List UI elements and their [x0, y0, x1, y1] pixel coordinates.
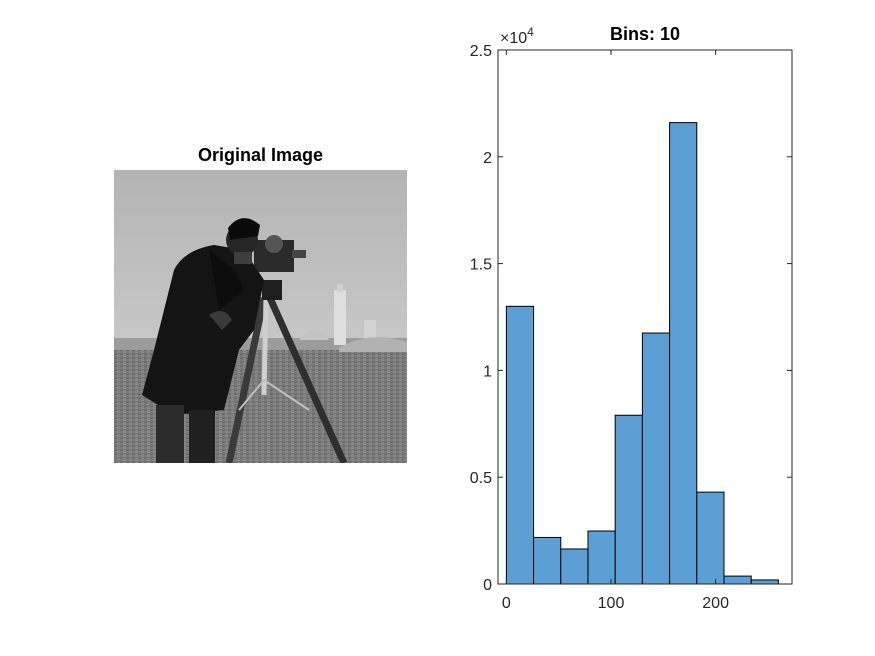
histogram-bar	[587, 530, 616, 585]
histogram-bar	[641, 332, 671, 585]
histogram-bar	[723, 575, 752, 585]
image-title: Original Image	[197, 145, 324, 165]
histogram-bar	[750, 579, 779, 585]
histogram-bar	[560, 548, 589, 585]
x-tick-label: 200	[702, 595, 729, 612]
histogram-bars	[505, 122, 779, 585]
y-tick-label: 1	[483, 363, 492, 380]
x-tick-label: 100	[598, 595, 625, 612]
y-tick-label: 0	[483, 577, 492, 594]
y-tick-label: 2	[483, 150, 492, 167]
histogram-bar	[505, 305, 535, 585]
y-axis-exponent: ×104	[500, 25, 534, 47]
histogram-bar	[696, 491, 725, 585]
histogram-title: Bins: 10	[609, 24, 681, 44]
x-tick-label: 0	[502, 595, 511, 612]
histogram-bar	[533, 536, 562, 585]
y-tick-label: 0.5	[470, 470, 492, 487]
histogram-bar	[614, 414, 643, 585]
axes-box	[497, 49, 793, 585]
cameraman-photo	[114, 170, 407, 463]
y-axis-exponent-power: 4	[527, 25, 534, 39]
y-tick-label: 2.5	[470, 43, 492, 60]
axis-ticks: 0 0.5 1 1.5 2 2.5 0 100 200	[470, 43, 792, 612]
y-tick-label: 1.5	[470, 257, 492, 274]
y-axis-exponent-base: ×10	[500, 30, 527, 47]
histogram-bar	[669, 122, 698, 585]
